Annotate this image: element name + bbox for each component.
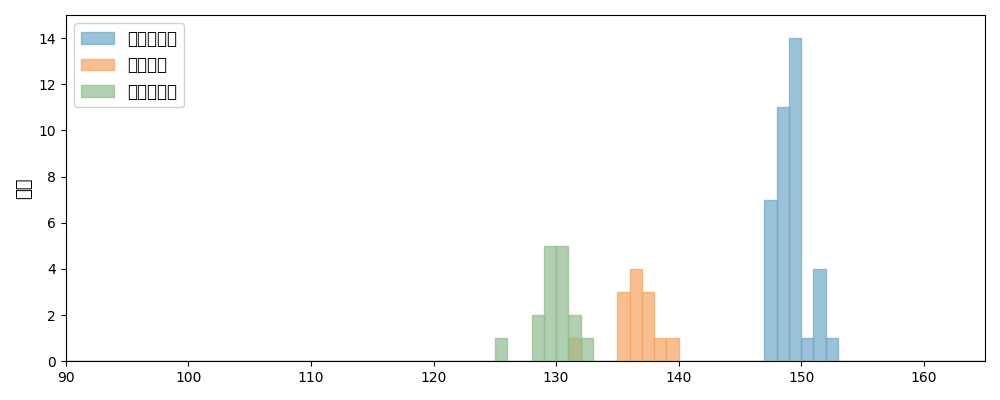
Bar [642,292,654,361]
Bar [654,338,666,361]
Bar [581,338,593,361]
Bar [801,338,813,361]
Bar [556,246,568,361]
Bar [777,107,789,361]
Bar [789,38,801,361]
Bar [617,292,630,361]
Y-axis label: 球数: 球数 [15,177,33,199]
Bar [630,269,642,361]
Legend: ストレート, フォーク, スライダー: ストレート, フォーク, スライダー [74,23,184,107]
Bar [544,246,556,361]
Bar [813,269,826,361]
Bar [826,338,838,361]
Bar [666,338,679,361]
Bar [532,315,544,361]
Bar [495,338,507,361]
Bar [568,315,581,361]
Bar [568,338,581,361]
Bar [764,200,777,361]
